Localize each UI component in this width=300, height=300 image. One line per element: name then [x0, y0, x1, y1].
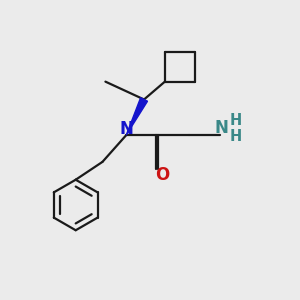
Text: H: H: [229, 113, 242, 128]
Text: H: H: [229, 129, 242, 144]
Text: N: N: [214, 119, 228, 137]
Text: O: O: [155, 166, 170, 184]
Text: N: N: [119, 120, 133, 138]
Polygon shape: [126, 98, 148, 135]
